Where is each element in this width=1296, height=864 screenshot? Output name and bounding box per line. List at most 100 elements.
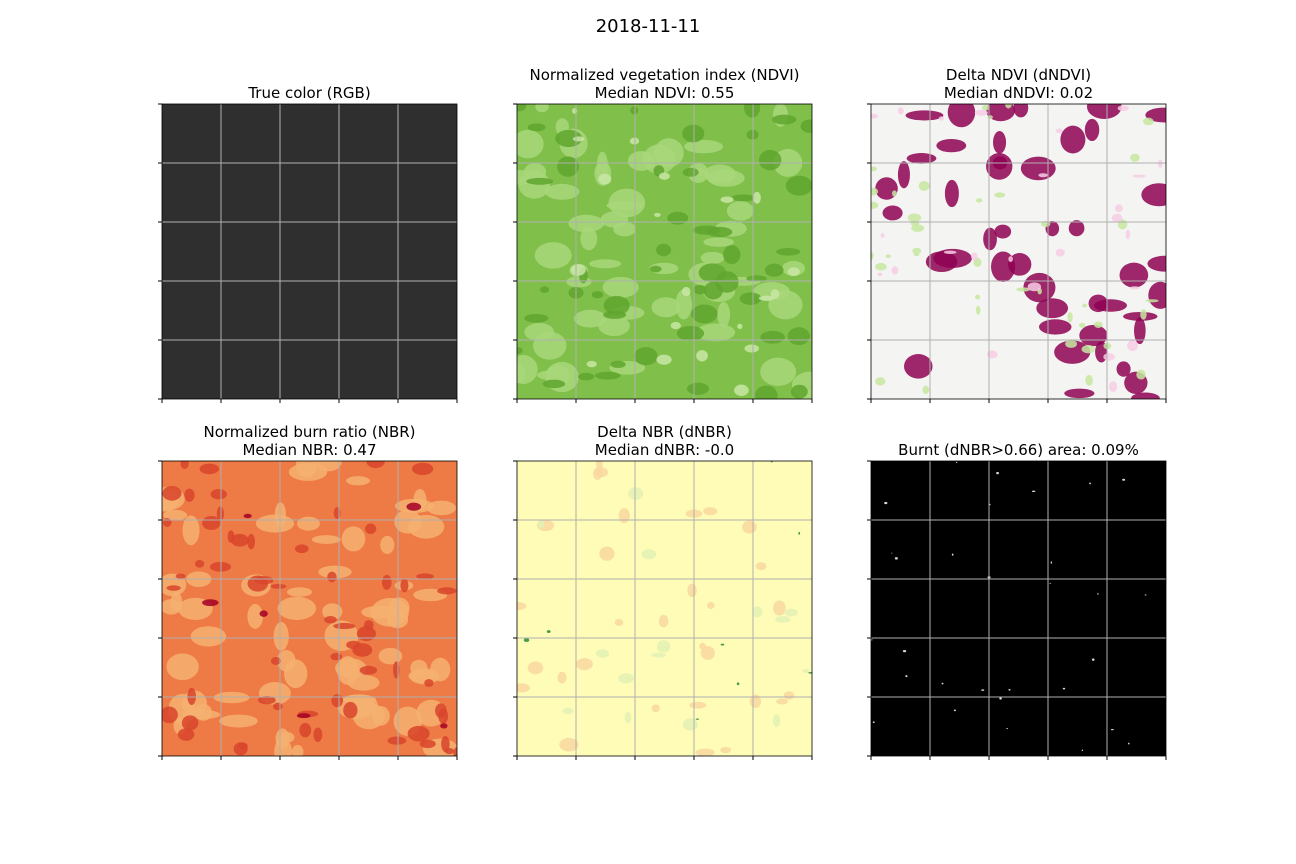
texture-blob — [618, 508, 630, 524]
texture-blob — [324, 616, 337, 624]
texture-blob — [746, 275, 767, 282]
texture-blob — [180, 461, 189, 469]
figure-title: 2018-11-11 — [596, 16, 701, 37]
texture-blob — [682, 718, 698, 731]
texture-blob — [871, 166, 878, 172]
texture-blob — [378, 647, 403, 665]
texture-blob — [871, 113, 879, 119]
texture-blob — [184, 488, 195, 502]
texture-blob — [517, 354, 538, 385]
texture-blob — [654, 212, 661, 217]
panel-title: Burnt (dNBR>0.66) area: 0.09% — [898, 441, 1139, 459]
texture-blob — [546, 630, 551, 633]
texture-blob — [691, 304, 718, 324]
texture-blob — [1032, 490, 1036, 493]
texture-blob — [1086, 104, 1122, 119]
texture-blob — [216, 506, 224, 522]
texture-blob — [905, 110, 944, 121]
texture-blob — [210, 489, 227, 500]
texture-blob — [956, 461, 958, 464]
texture-blob — [330, 652, 343, 661]
texture-blob — [951, 553, 954, 556]
texture-blob — [1130, 153, 1140, 162]
texture-blob — [517, 104, 527, 112]
texture-blob — [270, 657, 282, 665]
texture-blob — [557, 156, 579, 177]
texture-blob — [356, 626, 376, 642]
texture-blob — [535, 104, 549, 113]
texture-blob — [911, 224, 925, 232]
texture-blob — [202, 516, 221, 531]
texture-blob — [944, 179, 959, 208]
texture-blob — [618, 673, 634, 684]
texture-blob — [586, 360, 597, 368]
texture-blob — [703, 237, 735, 247]
texture-blob — [975, 198, 983, 203]
texture-blob — [1147, 255, 1166, 272]
image — [162, 104, 457, 399]
texture-blob — [523, 638, 530, 643]
texture-blob — [947, 104, 976, 128]
texture-blob — [540, 286, 550, 294]
texture-blob — [177, 728, 195, 741]
texture-blob — [624, 711, 632, 724]
texture-blob — [372, 706, 390, 726]
texture-blob — [642, 144, 676, 175]
texture-blob — [905, 675, 908, 678]
texture-blob — [572, 136, 585, 142]
texture-blob — [352, 643, 373, 657]
texture-blob — [730, 194, 757, 202]
texture-blob — [703, 164, 736, 184]
texture-blob — [381, 574, 392, 590]
texture-blob — [682, 124, 705, 143]
texture-blob — [882, 205, 903, 221]
texture-blob — [277, 596, 317, 621]
texture-blob — [557, 671, 567, 684]
texture-blob — [736, 682, 740, 686]
panel: Burnt (dNBR>0.66) area: 0.09% — [867, 441, 1167, 760]
texture-blob — [230, 533, 249, 547]
texture-blob — [1060, 125, 1086, 154]
texture-blob — [776, 698, 788, 705]
panel: True color (RGB) — [158, 84, 458, 403]
panel-title: True color (RGB) — [247, 84, 370, 102]
texture-blob — [649, 265, 662, 273]
texture-blob — [922, 385, 930, 394]
image-texture — [871, 461, 1147, 751]
texture-blob — [974, 294, 981, 300]
texture-blob — [327, 571, 337, 583]
texture-blob — [752, 606, 763, 618]
panel: Delta NDVI (dNDVI)Median dNDVI: 0.02 — [867, 66, 1167, 403]
texture-blob — [1005, 104, 1012, 109]
texture-blob — [1078, 322, 1086, 328]
texture-blob — [441, 735, 450, 753]
texture-blob — [435, 703, 447, 719]
texture-blob — [517, 601, 527, 611]
texture-blob — [311, 535, 341, 544]
texture-blob — [651, 652, 666, 658]
texture-blob — [891, 266, 899, 275]
texture-blob — [363, 620, 374, 631]
texture-blob — [656, 640, 671, 653]
texture-blob — [1111, 213, 1123, 223]
texture-blob — [715, 271, 739, 293]
texture-blob — [760, 357, 797, 386]
texture-blob — [974, 109, 988, 116]
texture-blob — [783, 691, 795, 700]
texture-blob — [598, 315, 630, 337]
texture-blob — [986, 350, 998, 359]
texture-blob — [1088, 294, 1108, 313]
frame — [516, 103, 813, 400]
texture-blob — [760, 330, 785, 344]
texture-blob — [175, 573, 186, 579]
texture-blob — [983, 227, 997, 251]
texture-blob — [1085, 374, 1093, 386]
texture-blob — [602, 276, 639, 298]
texture-blob — [294, 544, 309, 554]
texture-blob — [537, 519, 545, 529]
texture-blob — [696, 323, 736, 342]
texture-blob — [257, 696, 276, 705]
texture-blob — [1122, 478, 1126, 481]
panel-title: Normalized burn ratio (NBR) — [203, 423, 415, 441]
